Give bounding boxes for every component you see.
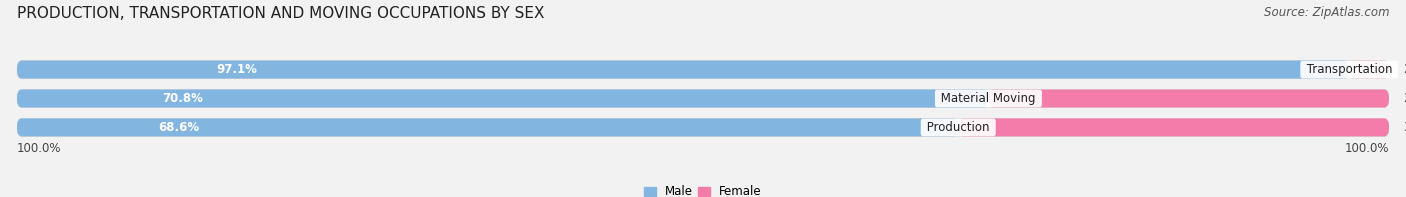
Text: PRODUCTION, TRANSPORTATION AND MOVING OCCUPATIONS BY SEX: PRODUCTION, TRANSPORTATION AND MOVING OC…: [17, 6, 544, 21]
FancyBboxPatch shape: [959, 118, 1389, 136]
FancyBboxPatch shape: [17, 90, 988, 107]
FancyBboxPatch shape: [17, 118, 959, 136]
Text: 70.8%: 70.8%: [163, 92, 204, 105]
Text: 2.9%: 2.9%: [1403, 63, 1406, 76]
FancyBboxPatch shape: [17, 90, 1389, 107]
Text: 100.0%: 100.0%: [17, 142, 62, 155]
Legend: Male, Female: Male, Female: [644, 185, 762, 197]
Text: Transportation: Transportation: [1303, 63, 1396, 76]
Text: Material Moving: Material Moving: [938, 92, 1039, 105]
Text: 68.6%: 68.6%: [157, 121, 200, 134]
FancyBboxPatch shape: [17, 61, 1389, 79]
Text: 97.1%: 97.1%: [217, 63, 257, 76]
FancyBboxPatch shape: [1350, 61, 1389, 79]
FancyBboxPatch shape: [988, 90, 1389, 107]
FancyBboxPatch shape: [17, 118, 1389, 136]
Text: Production: Production: [924, 121, 994, 134]
Text: 100.0%: 100.0%: [1344, 142, 1389, 155]
FancyBboxPatch shape: [17, 61, 1350, 79]
Text: 29.2%: 29.2%: [1403, 92, 1406, 105]
Text: 31.4%: 31.4%: [1403, 121, 1406, 134]
Text: Source: ZipAtlas.com: Source: ZipAtlas.com: [1264, 6, 1389, 19]
